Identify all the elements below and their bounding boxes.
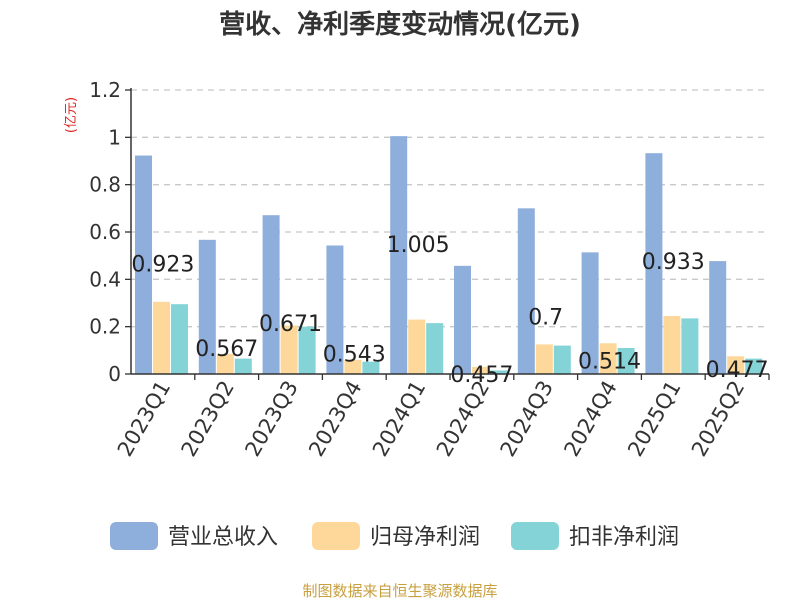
bar-net-profit-2023Q4 bbox=[344, 359, 362, 374]
legend: 营业总收入 归母净利润 扣非净利润 bbox=[110, 522, 679, 550]
legend-label: 归母净利润 bbox=[370, 525, 480, 550]
y-tick-label: 0.6 bbox=[89, 220, 121, 244]
bar-revenue-2023Q4 bbox=[326, 245, 344, 374]
bar-deducted-profit-2025Q1 bbox=[681, 318, 699, 374]
bar-net-profit-2025Q2 bbox=[727, 356, 745, 374]
bar-deducted-profit-2023Q2 bbox=[234, 358, 252, 374]
bar-revenue-2024Q4 bbox=[581, 252, 599, 374]
bar-net-profit-2025Q1 bbox=[663, 316, 681, 374]
y-tick-label: 0.2 bbox=[89, 315, 121, 339]
revenue-value-label: 0.923 bbox=[131, 253, 194, 278]
bars bbox=[135, 136, 763, 374]
y-axis-label: (亿元) bbox=[64, 97, 79, 133]
bar-revenue-2025Q1 bbox=[645, 153, 663, 374]
y-tick-label: 0 bbox=[108, 362, 121, 386]
bar-revenue-2024Q2 bbox=[454, 265, 471, 374]
bar-net-profit-2024Q3 bbox=[535, 344, 553, 374]
x-tick-label: 2023Q3 bbox=[240, 377, 302, 461]
revenue-value-label: 1.005 bbox=[387, 233, 450, 258]
revenue-value-label: 0.671 bbox=[259, 312, 322, 337]
revenue-value-label: 0.7 bbox=[528, 305, 563, 330]
legend-label: 营业总收入 bbox=[168, 525, 278, 550]
revenue-value-label: 0.457 bbox=[450, 363, 513, 388]
source-note: 制图数据来自恒生聚源数据库 bbox=[302, 582, 497, 600]
y-tick-label: 0.4 bbox=[89, 267, 121, 291]
y-tick-label: 1 bbox=[108, 125, 121, 149]
revenue-value-label: 0.477 bbox=[706, 358, 769, 383]
legend-label: 扣非净利润 bbox=[569, 525, 679, 550]
bar-revenue-2024Q3 bbox=[517, 208, 535, 374]
revenue-value-label: 0.567 bbox=[195, 337, 258, 362]
bar-revenue-2024Q1 bbox=[390, 136, 408, 374]
bar-deducted-profit-2024Q1 bbox=[426, 323, 444, 374]
bar-deducted-profit-2024Q2 bbox=[490, 370, 507, 374]
chart-title: 营收、净利季度变动情况(亿元) bbox=[219, 9, 581, 40]
bar-deducted-profit-2024Q4 bbox=[617, 347, 635, 374]
bar-net-profit-2024Q2 bbox=[472, 366, 489, 374]
revenue-value-label: 0.543 bbox=[323, 342, 386, 367]
bar-deducted-profit-2025Q2 bbox=[745, 358, 763, 374]
y-tick-label: 1.2 bbox=[89, 78, 121, 102]
revenue-value-label: 0.933 bbox=[642, 250, 705, 275]
bar-net-profit-2023Q3 bbox=[280, 325, 298, 374]
x-tick-label: 2025Q1 bbox=[623, 377, 685, 461]
bar-net-profit-2023Q2 bbox=[216, 353, 234, 374]
legend-swatch bbox=[110, 522, 158, 550]
bar-revenue-2023Q2 bbox=[198, 239, 216, 374]
bar-deducted-profit-2023Q1 bbox=[171, 304, 188, 374]
bar-net-profit-2023Q1 bbox=[153, 301, 170, 374]
bar-revenue-2025Q2 bbox=[709, 261, 727, 374]
x-tick-label: 2023Q4 bbox=[304, 377, 366, 461]
x-tick-label: 2023Q1 bbox=[113, 377, 175, 461]
bar-revenue-2023Q3 bbox=[262, 215, 280, 374]
x-tick-label: 2025Q2 bbox=[687, 377, 749, 461]
bar-deducted-profit-2024Q3 bbox=[553, 345, 571, 374]
legend-swatch bbox=[511, 522, 559, 550]
bar-net-profit-2024Q1 bbox=[408, 319, 426, 374]
x-tick-label: 2024Q4 bbox=[559, 377, 621, 461]
x-tick-label: 2023Q2 bbox=[177, 377, 239, 461]
gridlines bbox=[131, 89, 769, 328]
revenue-value-label: 0.514 bbox=[578, 349, 641, 374]
bar-deducted-profit-2023Q3 bbox=[298, 326, 316, 374]
x-tick-label: 2024Q2 bbox=[432, 377, 494, 461]
legend-swatch bbox=[312, 522, 360, 550]
bar-deducted-profit-2023Q4 bbox=[362, 361, 380, 374]
bar-revenue-2023Q1 bbox=[135, 155, 152, 374]
bar-net-profit-2024Q4 bbox=[599, 343, 617, 374]
x-tick-label: 2024Q3 bbox=[496, 377, 558, 461]
x-tick-label: 2024Q1 bbox=[368, 377, 430, 461]
y-tick-label: 0.8 bbox=[89, 173, 121, 197]
